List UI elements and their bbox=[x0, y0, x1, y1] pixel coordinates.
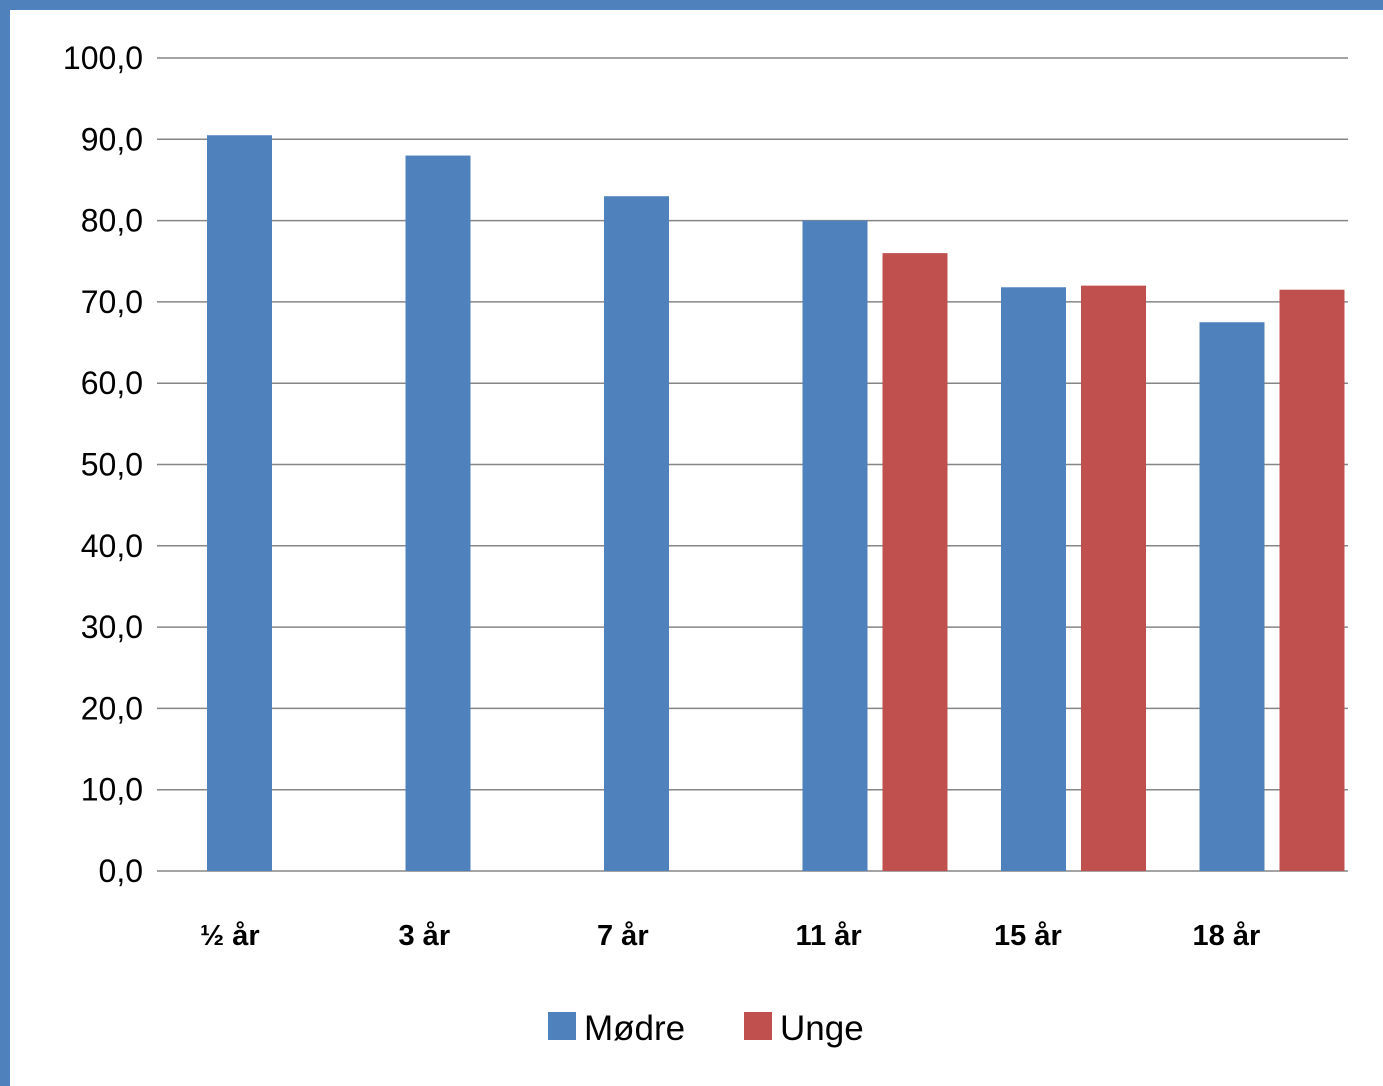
legend-swatch-unge bbox=[744, 1012, 772, 1040]
bar-modre bbox=[405, 155, 471, 871]
y-tick-label: 100,0 bbox=[63, 40, 143, 76]
gridlines bbox=[157, 57, 1348, 872]
x-tick-label: ½ år bbox=[200, 920, 260, 952]
bar-modre bbox=[604, 196, 669, 871]
bar-modre bbox=[1001, 287, 1066, 871]
bars bbox=[207, 135, 1345, 872]
bar-unge bbox=[1279, 289, 1345, 872]
x-tick-label: 3 år bbox=[399, 920, 451, 952]
y-tick-label: 10,0 bbox=[81, 772, 143, 808]
y-axis-ticks: 0,0 10,0 20,0 30,0 40,0 50,0 60,0 70,0 80,0 90,0 1… bbox=[63, 40, 143, 889]
y-tick-label: 30,0 bbox=[81, 609, 143, 645]
bar-modre bbox=[207, 135, 272, 872]
legend-swatch-modre bbox=[548, 1012, 576, 1040]
legend-label-modre: Mødre bbox=[584, 1009, 685, 1048]
x-tick-label: 7 år bbox=[597, 920, 649, 952]
bar-modre bbox=[802, 220, 868, 872]
legend-label-unge: Unge bbox=[780, 1009, 864, 1048]
y-tick-label: 40,0 bbox=[81, 528, 143, 564]
x-tick-label: 18 år bbox=[1193, 920, 1261, 952]
x-tick-label: 11 år bbox=[796, 920, 862, 952]
x-axis-ticks: ½ år 3 år 7 år 11 år 15 år 18 år bbox=[200, 920, 1260, 952]
legend: Mødre Unge bbox=[548, 1009, 864, 1048]
bar-modre bbox=[1199, 322, 1265, 872]
y-tick-label: 0,0 bbox=[99, 853, 143, 889]
bar-unge bbox=[882, 253, 948, 871]
y-tick-label: 60,0 bbox=[81, 365, 143, 401]
bar-unge bbox=[1081, 285, 1146, 871]
y-tick-label: 90,0 bbox=[81, 121, 143, 157]
y-tick-label: 20,0 bbox=[81, 690, 143, 726]
y-tick-label: 50,0 bbox=[81, 447, 143, 483]
x-tick-label: 15 år bbox=[994, 920, 1062, 952]
y-tick-label: 80,0 bbox=[81, 203, 143, 239]
y-tick-label: 70,0 bbox=[81, 284, 143, 320]
